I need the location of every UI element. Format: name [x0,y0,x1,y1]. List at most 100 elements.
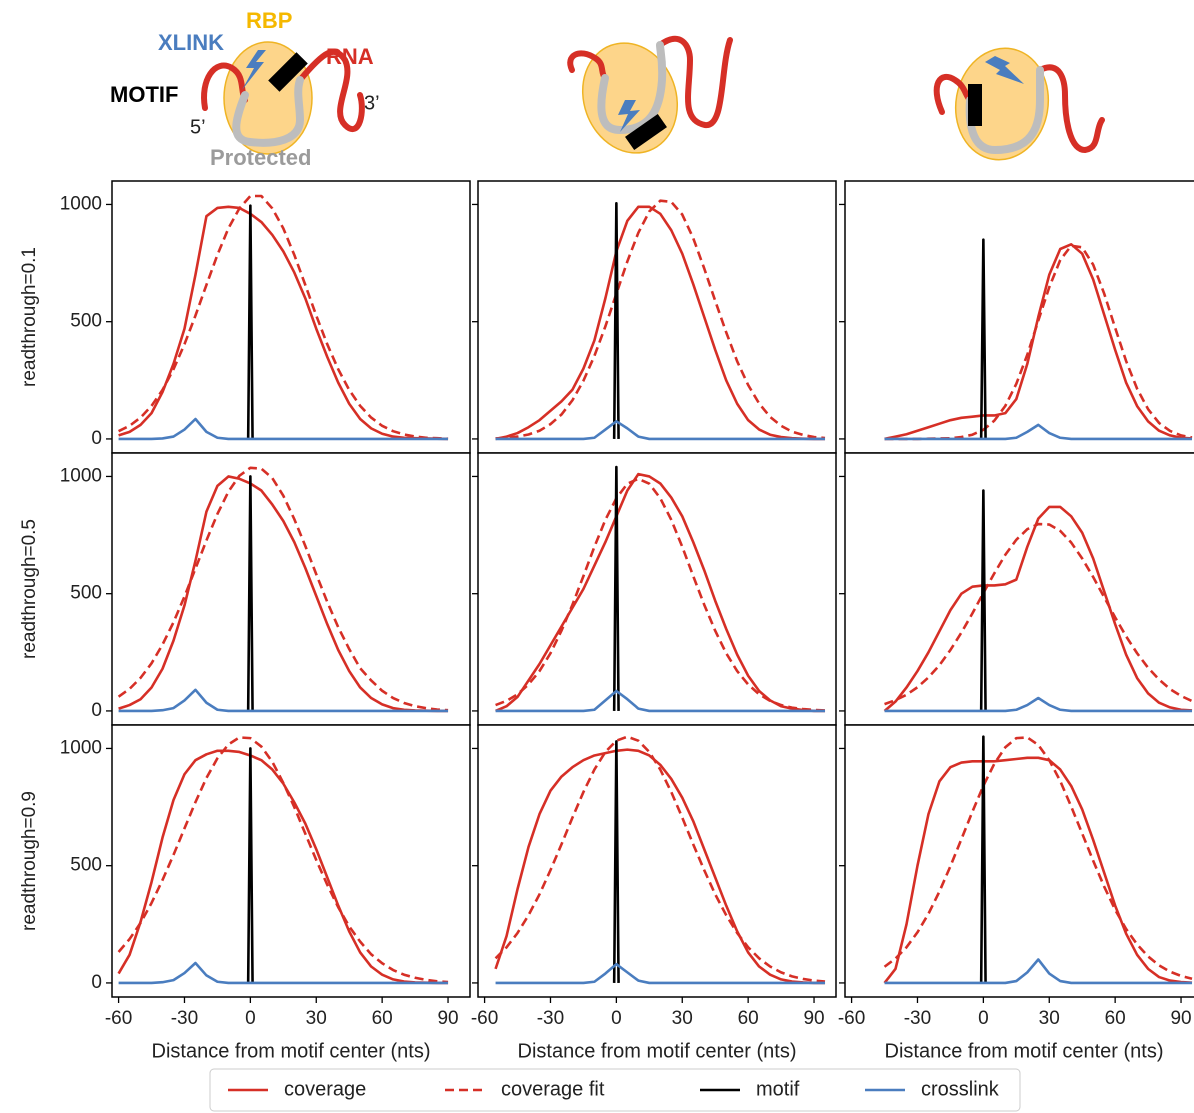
rna-strand [1037,64,1105,154]
rna-strand [657,35,733,128]
rbp-shape [954,47,1050,161]
x-tick-label: 0 [978,1008,989,1029]
panel-frame [111,180,471,454]
panel: 0 500 1000 readthrough=0.1 [19,180,471,459]
series-line [612,201,620,439]
series-line [118,205,449,441]
series-line [495,199,826,440]
x-tick-label: -30 [904,1008,931,1029]
series-line [118,961,449,985]
y-tick-label: 0 [91,428,102,449]
series-line [979,238,987,439]
series-line [495,477,826,712]
series-line [884,522,1193,706]
panel-frame [111,724,471,998]
panel: 0 500 1000 -60 -30 0 30 60 90 Distance from motif… [19,724,471,1062]
label-5prime: 5’ [190,116,206,138]
schematic-2 [567,35,733,154]
protected-region [597,41,667,135]
y-tick-label: 1000 [60,737,102,758]
legend-label: coverage fit [501,1078,605,1100]
y-tick-label: 500 [70,855,102,876]
panel: -60 -30 0 30 60 90 Distance from motif center … [471,724,837,1062]
series-line [495,205,826,441]
panel [472,452,837,731]
series-line [884,423,1193,441]
series-line [117,749,449,985]
series-line [494,735,826,983]
motif-block [968,84,982,126]
series-line [612,465,620,711]
series-line [246,747,254,983]
label-rna: RNA [326,44,374,69]
crosslink-bolt [242,50,266,90]
x-tick-label: 60 [1105,1008,1126,1029]
series-line [494,748,826,985]
series-line [495,689,826,713]
x-axis-label: Distance from motif center (nts) [518,1040,797,1062]
motif-block [625,113,667,151]
series-line [495,420,826,441]
series-line [118,417,449,441]
label-xlink: XLINK [158,30,224,55]
panel-frame [844,180,1194,454]
label-protected: Protected [210,145,311,170]
x-tick-label: 0 [611,1008,622,1029]
series-line [118,475,449,713]
panel-frame [477,724,837,998]
crosslink-bolt [985,56,1024,84]
series-line [883,505,1193,712]
rbp-shape [581,42,679,154]
motif-block [268,52,308,92]
y-tick-label: 500 [70,583,102,604]
x-tick-label: -30 [537,1008,564,1029]
series-line [246,204,254,439]
x-tick-label: 0 [245,1008,256,1029]
legend-label: coverage [284,1078,366,1100]
panel-frame [111,452,471,726]
series-line [884,244,1193,441]
x-tick-label: 60 [372,1008,393,1029]
rna-strand [933,73,973,115]
x-tick-label: -60 [471,1008,498,1029]
label-rbp: RBP [246,8,292,33]
series-line [117,736,449,984]
x-tick-label: -60 [838,1008,865,1029]
series-line [117,466,449,712]
rna-strand [567,50,608,81]
protected-region [232,76,305,147]
rna-strand [297,48,365,132]
series-line [979,735,987,983]
crosslink-bolt [618,100,640,132]
panel [472,180,837,459]
legend-label: motif [756,1078,800,1100]
series-line [495,962,826,985]
series-line [883,736,1193,980]
panel [839,452,1194,731]
y-tick-label: 0 [91,972,102,993]
row-label: readthrough=0.5 [19,519,40,659]
y-tick-label: 1000 [60,465,102,486]
legend-frame [209,1068,1021,1112]
panel: 0 500 1000 readthrough=0.5 [19,452,471,731]
legend: coverage coverage fit motif crosslink [209,1068,1021,1112]
series-line [883,756,1193,984]
series-line [612,740,620,983]
x-tick-label: 30 [306,1008,327,1029]
schematic-3 [933,47,1105,161]
panel-frame [477,452,837,726]
series-line [118,688,449,713]
series-line [979,489,987,711]
panel-frame [477,180,837,454]
protected-region [965,66,1044,155]
y-tick-label: 1000 [60,193,102,214]
series-line [246,475,254,711]
series-line [118,194,449,440]
x-tick-label: 30 [672,1008,693,1029]
y-tick-label: 0 [91,700,102,721]
x-axis-label: Distance from motif center (nts) [152,1040,431,1062]
panel: -60 -30 0 30 60 90 Distance from motif center … [838,724,1194,1062]
row-label: readthrough=0.9 [19,791,40,931]
legend-label: crosslink [921,1078,1000,1100]
